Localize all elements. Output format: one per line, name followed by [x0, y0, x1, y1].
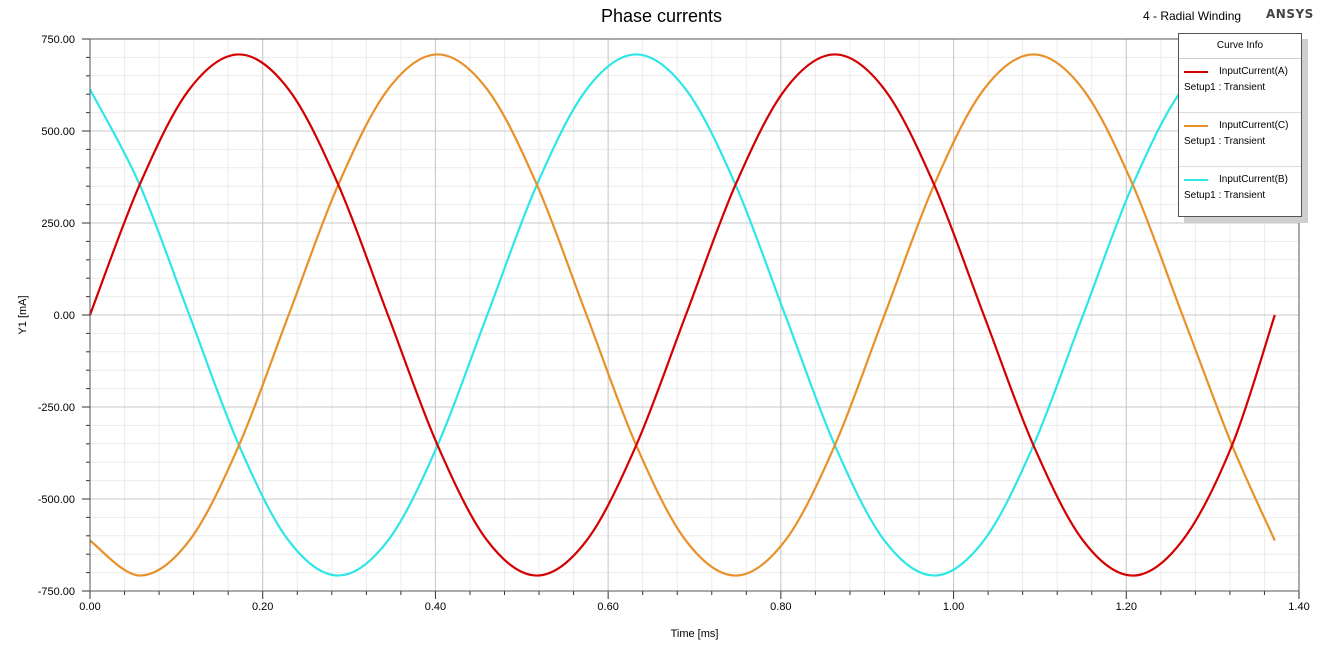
legend-swatch	[1184, 71, 1208, 73]
legend-series-setup: Setup1 : Transient	[1184, 190, 1266, 201]
y-axis-label: Y1 [mA]	[17, 295, 29, 334]
y-tick-label: -750.00	[38, 586, 75, 598]
x-tick-label: 0.20	[252, 601, 273, 613]
legend-series-name: InputCurrent(B)	[1219, 174, 1288, 185]
y-tick-label: 0.00	[54, 310, 75, 322]
series-line[interactable]	[88, 53, 1276, 577]
y-tick-label: 750.00	[41, 34, 75, 46]
x-tick-label: 0.40	[425, 601, 446, 613]
x-tick-label: 1.00	[943, 601, 964, 613]
x-tick-label: 0.60	[597, 601, 618, 613]
legend-entry[interactable]: InputCurrent(C) Setup1 : Transient	[1179, 113, 1301, 167]
legend-series-setup: Setup1 : Transient	[1184, 82, 1266, 93]
legend-swatch	[1184, 179, 1208, 181]
legend-entry[interactable]: InputCurrent(A) Setup1 : Transient	[1179, 59, 1301, 113]
brand-logo: ANSYS	[1266, 7, 1314, 21]
y-tick-label: -500.00	[38, 494, 75, 506]
legend-series-setup: Setup1 : Transient	[1184, 136, 1266, 147]
legend[interactable]: Curve Info InputCurrent(A) Setup1 : Trans…	[1178, 33, 1302, 217]
design-name-label: 4 - Radial Winding	[1143, 9, 1242, 23]
legend-entry[interactable]: InputCurrent(B) Setup1 : Transient	[1179, 167, 1301, 220]
chart-title: Phase currents	[600, 6, 723, 26]
y-tick-label: 500.00	[41, 126, 75, 138]
x-axis-label: Time [ms]	[671, 628, 719, 640]
legend-title: Curve Info	[1216, 40, 1264, 51]
legend-series-name: InputCurrent(A)	[1219, 66, 1288, 77]
series-line[interactable]	[89, 53, 1276, 577]
legend-series-name: InputCurrent(C)	[1219, 120, 1289, 131]
plot-frame	[89, 38, 1300, 592]
x-tick-label: 1.20	[1116, 601, 1137, 613]
x-tick-label: 1.40	[1288, 601, 1309, 613]
series-line[interactable]	[89, 53, 1276, 577]
y-tick-label: 250.00	[41, 218, 75, 230]
y-tick-label: -250.00	[38, 402, 75, 414]
x-tick-label: 0.00	[79, 601, 100, 613]
legend-swatch	[1184, 125, 1208, 127]
x-tick-label: 0.80	[770, 601, 791, 613]
